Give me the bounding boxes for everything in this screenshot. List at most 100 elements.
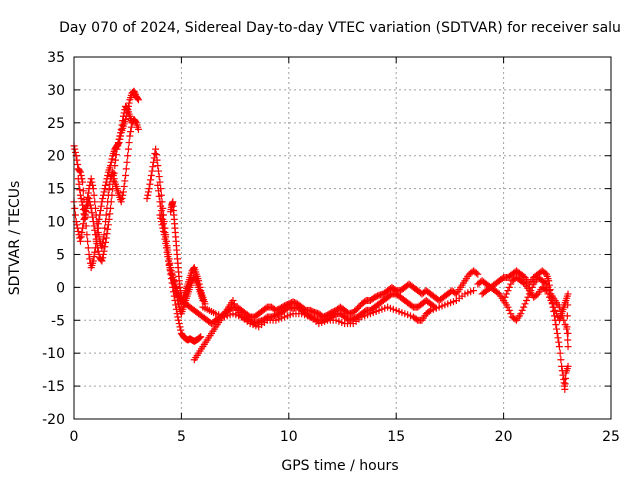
- data-point: [99, 250, 107, 258]
- data-point: [76, 237, 84, 245]
- data-point: [102, 238, 110, 246]
- data-point: [83, 231, 91, 239]
- data-point: [71, 145, 79, 153]
- data-point: [90, 191, 98, 199]
- series-trace-b: [70, 116, 142, 252]
- data-point: [105, 215, 113, 223]
- data-point: [113, 145, 121, 153]
- data-point: [107, 204, 115, 212]
- y-tick-label: 20: [47, 149, 65, 165]
- data-point: [102, 181, 110, 189]
- data-point: [505, 283, 513, 291]
- y-tick-label: 25: [47, 116, 65, 132]
- data-point: [153, 156, 161, 164]
- data-point: [117, 129, 125, 137]
- data-point: [114, 142, 122, 150]
- data-point: [128, 119, 136, 127]
- data-point: [500, 297, 508, 305]
- data-point: [154, 187, 162, 195]
- data-point: [164, 253, 172, 261]
- series-trace-m: [500, 273, 572, 351]
- data-point: [195, 277, 203, 285]
- y-tick-label: -5: [51, 313, 65, 329]
- data-point: [108, 191, 116, 199]
- data-point: [89, 218, 97, 226]
- data-point: [89, 185, 97, 193]
- x-tick-label: 5: [177, 429, 186, 445]
- data-point: [84, 237, 92, 245]
- data-point: [74, 161, 82, 169]
- data-point: [523, 297, 531, 305]
- data-point: [553, 329, 561, 337]
- data-point: [118, 195, 126, 203]
- data-point: [563, 323, 571, 331]
- data-point: [93, 239, 101, 247]
- data-point: [555, 343, 563, 351]
- data-point: [119, 117, 127, 125]
- data-point: [152, 145, 160, 153]
- data-point: [100, 247, 108, 255]
- data-point: [558, 362, 566, 370]
- data-point: [122, 171, 130, 179]
- data-point: [551, 306, 559, 314]
- data-point: [71, 148, 79, 156]
- y-tick-label: -10: [42, 346, 65, 362]
- data-point: [160, 231, 168, 239]
- data-point: [78, 198, 86, 206]
- data-point: [144, 188, 152, 196]
- data-point: [85, 250, 93, 258]
- data-points: [70, 87, 572, 393]
- data-point: [118, 121, 126, 129]
- data-point: [74, 227, 82, 235]
- data-point: [550, 303, 558, 311]
- data-point: [88, 178, 96, 186]
- data-point: [507, 310, 515, 318]
- data-point: [76, 234, 84, 242]
- data-point: [79, 178, 87, 186]
- data-point: [505, 306, 513, 314]
- data-point: [111, 162, 119, 170]
- data-point: [159, 224, 167, 232]
- data-point: [125, 99, 133, 107]
- data-point: [100, 188, 108, 196]
- data-point: [91, 226, 99, 234]
- data-point: [545, 277, 553, 285]
- data-point: [158, 221, 166, 229]
- data-point: [470, 287, 478, 295]
- data-point: [564, 336, 572, 344]
- data-point: [160, 227, 167, 235]
- data-point: [518, 306, 526, 314]
- x-tick-label: 25: [602, 429, 620, 445]
- data-point: [104, 221, 112, 229]
- data-point: [96, 207, 104, 215]
- data-point: [557, 356, 565, 364]
- data-point: [119, 112, 127, 120]
- y-tick-label: 10: [47, 215, 65, 231]
- data-point: [88, 209, 96, 217]
- data-point: [166, 264, 174, 272]
- data-point: [146, 180, 154, 188]
- data-point: [78, 229, 86, 237]
- data-point: [157, 207, 165, 215]
- data-point: [76, 191, 84, 199]
- data-point: [89, 181, 97, 189]
- data-point: [165, 257, 173, 265]
- data-point: [517, 310, 525, 318]
- data-point: [86, 201, 94, 209]
- data-point: [89, 213, 97, 221]
- data-point: [90, 222, 98, 230]
- data-point: [144, 191, 152, 199]
- data-point: [145, 185, 153, 193]
- x-axis-label: GPS time / hours: [281, 458, 398, 474]
- data-point: [87, 204, 95, 212]
- series-trace-c: [74, 102, 136, 265]
- data-point: [132, 118, 140, 126]
- data-point: [101, 185, 109, 193]
- data-point: [425, 307, 433, 315]
- data-point: [564, 301, 572, 309]
- data-point: [553, 325, 561, 333]
- data-point: [122, 165, 130, 173]
- series-trace-g: [167, 198, 185, 301]
- data-point: [165, 260, 173, 268]
- data-point: [507, 280, 515, 288]
